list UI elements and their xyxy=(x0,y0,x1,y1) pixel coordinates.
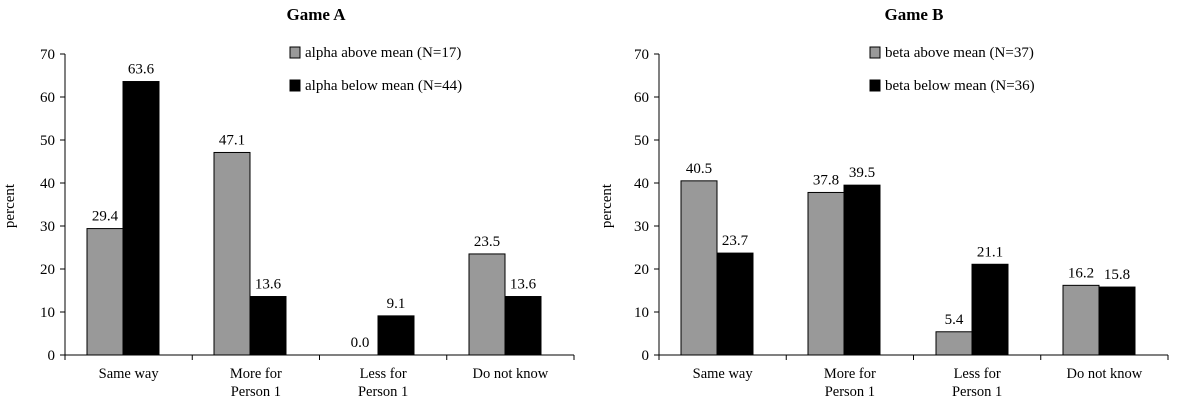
data-label: 5.4 xyxy=(945,312,964,328)
bar-series-1-cat-4 xyxy=(1062,284,1100,356)
legend-label: beta above mean (N=37) xyxy=(885,45,1034,61)
x-category-label: Person 1 xyxy=(825,384,875,400)
chart-1: Game A percent 0 10 20 30 40 50 60 70 29.4 63.6 Same… xyxy=(2,5,575,400)
x-category-label: Do not know xyxy=(473,366,549,382)
y-tick-label: 70 xyxy=(40,47,55,63)
legend-swatch xyxy=(289,79,301,92)
y-tick-label: 0 xyxy=(642,348,650,364)
x-category-label: Person 1 xyxy=(952,384,1002,400)
y-tick-label: 0 xyxy=(48,348,56,364)
x-category-label: Same way xyxy=(693,366,754,382)
bar-series-2-cat-1 xyxy=(716,252,754,356)
data-label: 39.5 xyxy=(849,165,875,181)
data-label: 9.1 xyxy=(387,296,406,312)
legend-label: beta below mean (N=36) xyxy=(885,78,1035,94)
data-label: 15.8 xyxy=(1104,267,1130,283)
bar-series-1-cat-2 xyxy=(213,151,251,356)
legend-label: alpha below mean (N=44) xyxy=(305,78,462,94)
x-category-label: Less for xyxy=(954,366,1001,382)
bar-series-2-cat-4 xyxy=(1098,286,1136,356)
x-category-label: Person 1 xyxy=(231,384,281,400)
legend-swatch xyxy=(869,79,881,92)
bar-series-1-cat-3 xyxy=(935,331,973,356)
y-tick-label: 30 xyxy=(40,219,55,235)
bar-series-2-cat-2 xyxy=(843,184,881,356)
x-category-label: Person 1 xyxy=(358,384,408,400)
y-tick-label: 20 xyxy=(40,262,55,278)
y-axis-label: percent xyxy=(599,183,615,228)
bar-series-1-cat-2 xyxy=(807,191,845,356)
bar-series-1-cat-4 xyxy=(468,253,506,356)
data-label: 21.1 xyxy=(977,244,1003,260)
bar-series-2-cat-4 xyxy=(504,296,542,356)
chart-title: Game A xyxy=(286,5,346,24)
data-label: 23.5 xyxy=(474,234,500,250)
data-label: 63.6 xyxy=(128,62,155,78)
data-label: 29.4 xyxy=(92,209,119,225)
bar-series-1-cat-1 xyxy=(680,180,718,356)
y-tick-label: 40 xyxy=(40,176,55,192)
data-label: 16.2 xyxy=(1068,265,1094,281)
x-category-label: Same way xyxy=(99,366,160,382)
data-label: 23.7 xyxy=(722,233,749,249)
legend-label: alpha above mean (N=17) xyxy=(305,45,461,61)
bar-series-1-cat-1 xyxy=(86,228,124,356)
x-category-label: More for xyxy=(824,366,876,382)
data-label: 0.0 xyxy=(351,335,370,351)
y-tick-label: 70 xyxy=(634,47,649,63)
data-label: 40.5 xyxy=(686,161,712,177)
chart-title: Game B xyxy=(884,5,943,24)
x-category-label: Do not know xyxy=(1067,366,1143,382)
bar-series-2-cat-2 xyxy=(249,296,287,356)
data-label: 13.6 xyxy=(255,277,282,293)
y-tick-label: 60 xyxy=(40,90,55,106)
y-tick-label: 50 xyxy=(40,133,55,149)
y-tick-label: 40 xyxy=(634,176,649,192)
y-tick-label: 30 xyxy=(634,219,649,235)
legend-swatch xyxy=(869,46,881,59)
y-tick-label: 60 xyxy=(634,90,649,106)
bar-series-2-cat-3 xyxy=(971,263,1009,356)
y-tick-label: 10 xyxy=(634,305,649,321)
y-axis-label: percent xyxy=(2,183,18,228)
x-category-label: More for xyxy=(230,366,282,382)
data-label: 13.6 xyxy=(510,277,537,293)
bar-series-2-cat-1 xyxy=(122,81,160,356)
x-category-label: Less for xyxy=(360,366,407,382)
chart-2: Game B percent 0 10 20 30 40 50 60 70 40.5 23.7 Same… xyxy=(599,5,1169,400)
legend-swatch xyxy=(289,46,301,59)
data-label: 37.8 xyxy=(813,172,839,188)
data-label: 47.1 xyxy=(219,132,245,148)
bar-series-2-cat-3 xyxy=(377,315,415,356)
y-tick-label: 10 xyxy=(40,305,55,321)
y-tick-label: 20 xyxy=(634,262,649,278)
y-tick-label: 50 xyxy=(634,133,649,149)
